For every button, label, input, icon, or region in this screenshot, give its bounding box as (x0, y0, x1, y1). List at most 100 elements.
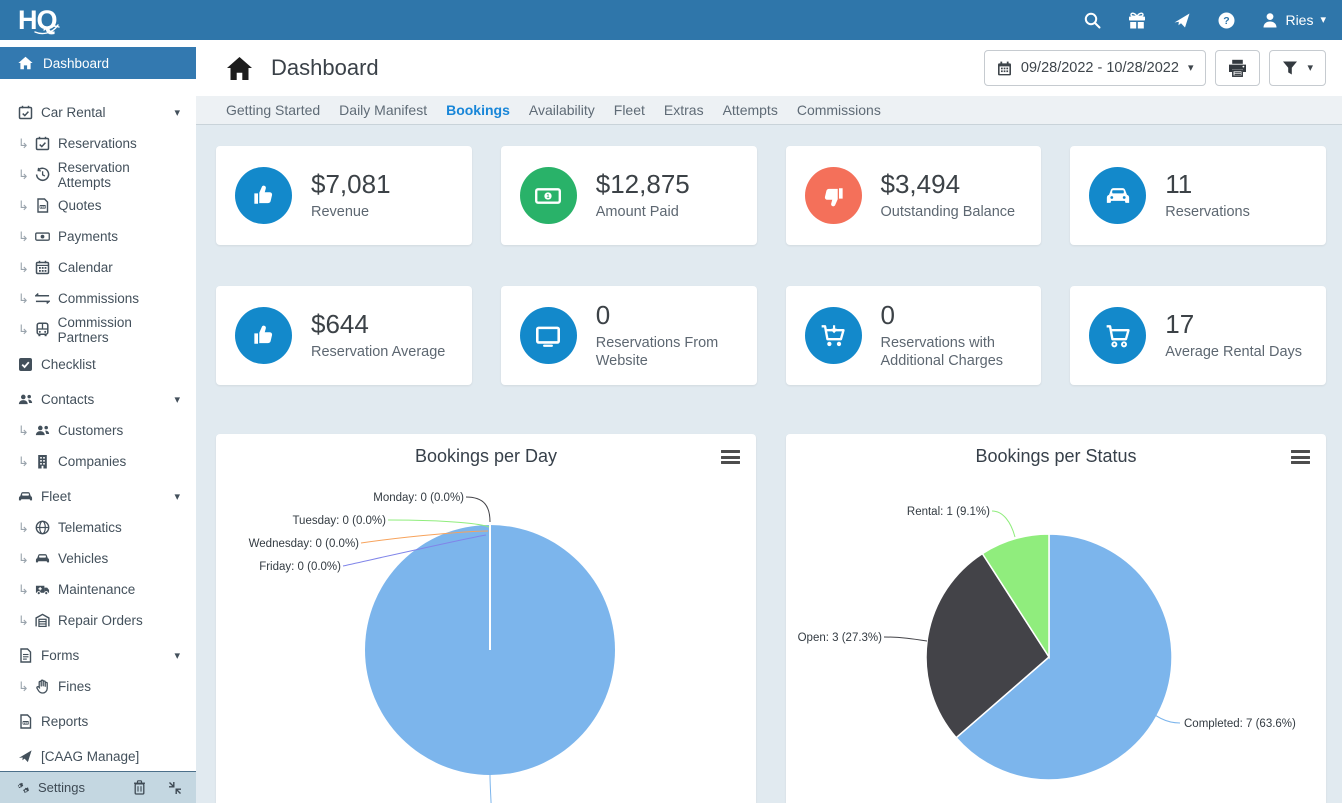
stat-label: Average Rental Days (1165, 343, 1303, 360)
caret-down-icon: ▾ (174, 650, 180, 662)
logo-swoosh (34, 24, 60, 35)
tab-getting-started[interactable]: Getting Started (226, 102, 321, 118)
pie-slice-completed[interactable] (955, 533, 1173, 781)
tab-commissions[interactable]: Commissions (796, 102, 881, 118)
stat-card-reservations-from-website: 0 Reservations From Website (500, 286, 757, 385)
globe-icon (35, 520, 50, 535)
sub-arrow-icon: ↳ (18, 519, 29, 535)
sub-arrow-icon: ↳ (18, 228, 29, 244)
cart-arrow-down-icon (804, 307, 862, 364)
user-name: Ries (1285, 12, 1314, 28)
tab-attempts[interactable]: Attempts (722, 102, 778, 118)
stat-label: Reservation Average (311, 343, 446, 360)
stat-label: Revenue (311, 203, 370, 220)
gift-icon[interactable] (1128, 12, 1146, 29)
sidebar-item-quotes[interactable]: ↳ PDF Quotes (18, 197, 102, 214)
desktop-icon (519, 307, 577, 364)
settings-label: Settings (38, 780, 85, 795)
pie-label-wednesday: Wednesday: 0 (0.0%) (249, 538, 360, 550)
date-range-button[interactable]: 09/28/2022 - 10/28/2022 ▾ (983, 50, 1207, 86)
sidebar-item-dashboard[interactable]: Dashboard (0, 47, 196, 79)
sidebar-item-caag-manage[interactable]: [CAAG Manage] (0, 741, 196, 772)
sidebar-item-fines[interactable]: ↳ Fines (18, 678, 92, 695)
money-bill-icon: 1 (519, 167, 577, 224)
dashboard-content: $7,081 Revenue 1 $12,875 Amount Paid (196, 125, 1342, 803)
sidebar-item-maintenance[interactable]: ↳ Maintenance (18, 581, 136, 598)
sub-arrow-icon: ↳ (18, 612, 29, 628)
stat-value: 0 (595, 299, 611, 330)
sidebar-item-vehicles[interactable]: ↳ Vehicles (18, 550, 109, 567)
sidebar-item-payments[interactable]: ↳ Payments (18, 228, 119, 245)
chart-title: Bookings per Status (975, 446, 1137, 466)
tab-daily-manifest[interactable]: Daily Manifest (339, 102, 428, 118)
chart-context-menu-icon[interactable] (721, 450, 740, 467)
sub-arrow-icon: ↳ (18, 422, 29, 438)
check-square-icon (18, 357, 33, 372)
stat-value: 17 (1165, 308, 1195, 339)
stat-label: Reservations From Website (595, 334, 719, 369)
collapse-sidebar-icon[interactable] (168, 781, 182, 795)
question-circle-icon[interactable]: ? (1218, 12, 1235, 29)
caret-down-icon: ▾ (1307, 61, 1313, 74)
stat-value: $12,875 (595, 168, 690, 199)
sidebar-item-commissions[interactable]: ↳ Commissions (18, 290, 140, 307)
trash-icon[interactable] (133, 780, 146, 795)
sidebar-footer: Settings (0, 771, 196, 803)
tab-fleet[interactable]: Fleet (613, 102, 645, 118)
sidebar-item-contacts[interactable]: Contacts ▾ (0, 384, 196, 415)
sub-arrow-icon: ↳ (18, 135, 29, 151)
main-area: Dashboard 09/28/2022 - 10/28/2022 ▾ ▾ Ge… (196, 40, 1342, 803)
svg-text:PDF: PDF (40, 205, 46, 209)
sidebar-item-repair-orders[interactable]: ↳ Repair Orders (18, 612, 143, 629)
sidebar-item-reservations[interactable]: ↳ Reservations (18, 135, 137, 152)
hand-icon (35, 679, 50, 694)
app-logo[interactable]: HQ (0, 0, 60, 40)
sidebar-item-forms[interactable]: Forms ▾ (0, 640, 196, 671)
svg-text:1: 1 (547, 194, 550, 200)
truck-icon (35, 582, 50, 597)
file-icon (18, 648, 33, 663)
thumbs-up-icon (235, 167, 292, 224)
user-menu[interactable]: Ries ▾ (1262, 12, 1326, 28)
gears-icon (17, 782, 29, 793)
chart-context-menu-icon[interactable] (1291, 450, 1310, 467)
sidebar-item-reports[interactable]: PDF Reports (0, 706, 196, 737)
sidebar-item-calendar[interactable]: ↳ Calendar (18, 259, 113, 276)
sidebar-item-customers[interactable]: ↳ Customers (18, 422, 124, 439)
pie-label-open: Open: 3 (27.3%) (798, 632, 883, 644)
filter-button[interactable]: ▾ (1269, 50, 1326, 86)
stat-value: $7,081 (311, 168, 391, 199)
caret-down-icon: ▾ (174, 107, 180, 119)
sub-arrow-icon: ↳ (18, 550, 29, 566)
stat-value: 0 (880, 299, 895, 330)
users-icon (18, 392, 33, 407)
building-icon (35, 454, 50, 469)
sidebar-item-car-rental[interactable]: Car Rental ▾ (0, 97, 196, 128)
pie-slice-open[interactable] (925, 552, 1050, 739)
calendar-icon (997, 61, 1011, 75)
sidebar-item-companies[interactable]: ↳ Companies (18, 453, 127, 470)
sidebar-item-checklist[interactable]: Checklist (0, 349, 196, 380)
tab-bookings[interactable]: Bookings (446, 102, 510, 118)
rocket-icon[interactable] (1173, 12, 1191, 29)
pie-slice-rental[interactable] (981, 533, 1050, 660)
page-header: Dashboard 09/28/2022 - 10/28/2022 ▾ ▾ (196, 40, 1342, 96)
search-icon[interactable] (1084, 12, 1101, 29)
sidebar-item-reservation-attempts[interactable]: ↳ Reservation Attempts (18, 159, 130, 190)
stat-card-reservation-average: $644 Reservation Average (216, 286, 472, 385)
stat-label: Reservations (1165, 203, 1250, 220)
tab-extras[interactable]: Extras (663, 102, 704, 118)
svg-text:PDF: PDF (23, 721, 29, 725)
dashboard-tabs: Getting Started Daily Manifest Bookings … (196, 96, 1342, 125)
sidebar-item-telematics[interactable]: ↳ Telematics (18, 519, 122, 536)
print-button[interactable] (1215, 50, 1261, 86)
pie-label-friday: Friday: 0 (0.0%) (259, 561, 341, 573)
sidebar-item-fleet[interactable]: Fleet ▾ (0, 481, 196, 512)
sidebar-item-commission-partners[interactable]: ↳ Commission Partners (18, 314, 132, 345)
tab-availability[interactable]: Availability (528, 102, 595, 118)
car-icon (18, 489, 33, 504)
car-icon (35, 551, 50, 566)
pie-label-tuesday: Tuesday: 0 (0.0%) (292, 515, 386, 527)
settings-button[interactable]: Settings (14, 780, 111, 795)
calendar-check-icon (18, 105, 33, 120)
